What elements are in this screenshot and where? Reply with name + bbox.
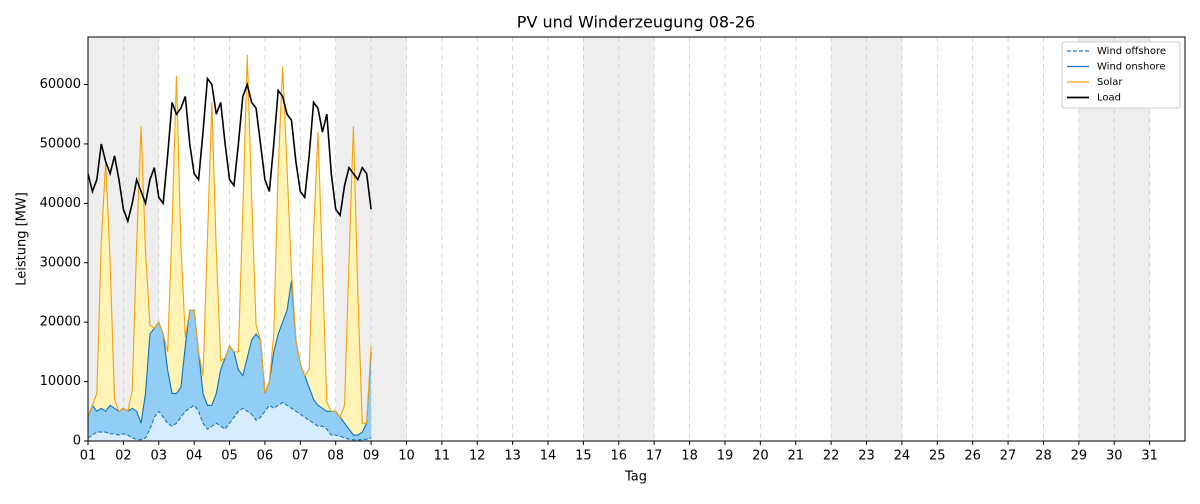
y-tick-label: 60000 xyxy=(40,77,81,92)
x-tick-label: 20 xyxy=(752,449,769,464)
x-tick-label: 24 xyxy=(894,449,911,464)
x-tick-label: 31 xyxy=(1141,449,1158,464)
x-tick-label: 25 xyxy=(929,449,946,464)
x-tick-label: 04 xyxy=(186,449,203,464)
y-tick-label: 20000 xyxy=(40,315,81,330)
y-axis-label: Leistung [MW] xyxy=(15,192,30,286)
y-tick-label: 40000 xyxy=(40,196,81,211)
area xyxy=(88,280,372,440)
x-tick-label: 16 xyxy=(611,449,628,464)
x-tick-label: 14 xyxy=(540,449,557,464)
x-tick-label: 03 xyxy=(151,449,168,464)
x-tick-label: 08 xyxy=(327,449,344,464)
x-tick-label: 23 xyxy=(858,449,875,464)
y-tick-label: 30000 xyxy=(40,255,81,270)
legend: Wind offshore Wind onshore Solar Load xyxy=(1061,41,1181,109)
x-tick-label: 27 xyxy=(1000,449,1017,464)
y-tick-label: 10000 xyxy=(40,374,81,389)
legend-label: Wind onshore xyxy=(1097,62,1165,73)
x-tick-label: 13 xyxy=(504,449,521,464)
x-tick-label: 17 xyxy=(646,449,663,464)
plot-frame xyxy=(87,36,1186,442)
x-tick-label: 22 xyxy=(823,449,840,464)
x-tick-label: 10 xyxy=(398,449,415,464)
legend-label: Wind offshore xyxy=(1097,46,1166,57)
x-tick-label: 18 xyxy=(681,449,698,464)
series-line xyxy=(87,54,372,424)
series-line xyxy=(87,76,372,224)
x-tick-label: 06 xyxy=(257,449,274,464)
y-tick-label: 50000 xyxy=(40,136,81,151)
x-axis-label: Tag xyxy=(624,470,647,485)
x-tick-label: 30 xyxy=(1106,449,1123,464)
legend-label: Load xyxy=(1097,93,1121,104)
chart-title: PV und Winderzeugung 08-26 xyxy=(517,13,755,32)
x-tick-label: 21 xyxy=(787,449,804,464)
legend-box xyxy=(1061,41,1181,109)
area xyxy=(88,54,372,436)
y-tick-label: 0 xyxy=(73,434,81,449)
x-tick-label: 02 xyxy=(115,449,132,464)
x-tick-label: 01 xyxy=(80,449,97,464)
legend-label: Solar xyxy=(1097,77,1123,88)
x-tick-label: 11 xyxy=(434,449,451,464)
x-tick-label: 09 xyxy=(363,449,380,464)
x-tick-label: 28 xyxy=(1035,449,1052,464)
x-tick-label: 05 xyxy=(221,449,238,464)
x-tick-label: 19 xyxy=(717,449,734,464)
series-line xyxy=(87,401,372,441)
x-tick-label: 07 xyxy=(292,449,309,464)
x-tick-label: 12 xyxy=(469,449,486,464)
x-tick-label: 26 xyxy=(964,449,981,464)
x-tick-label: 29 xyxy=(1071,449,1088,464)
x-tick-label: 15 xyxy=(575,449,592,464)
